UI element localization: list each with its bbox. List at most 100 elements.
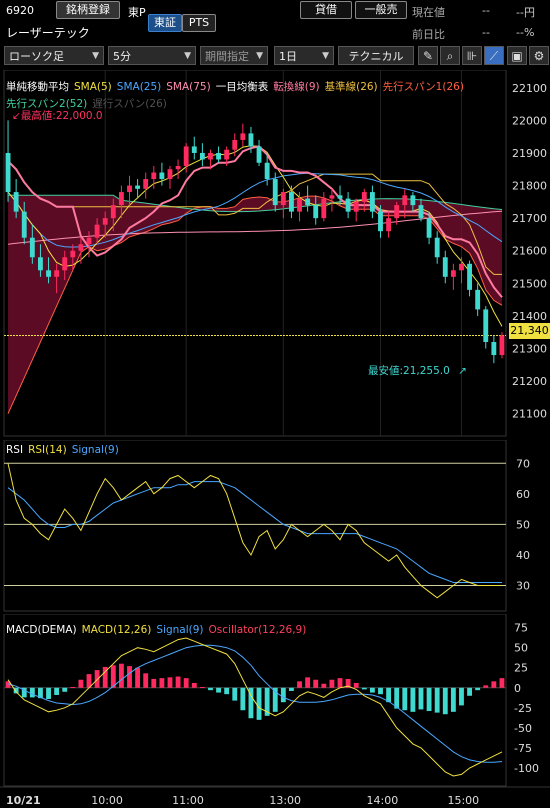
interval-value: 5分 bbox=[113, 50, 131, 63]
chart-style-icon[interactable]: ⟋ bbox=[484, 46, 504, 65]
macd-osc-bar bbox=[499, 678, 505, 688]
candle-body bbox=[13, 192, 19, 212]
current-price-tag: 21,340 bbox=[509, 323, 550, 339]
macd-tick-label: 0 bbox=[514, 682, 521, 695]
rsi-tick-label: 60 bbox=[516, 488, 530, 501]
macd-osc-bar bbox=[102, 666, 108, 688]
legend-sma75: SMA(75) bbox=[166, 81, 211, 93]
candle-body bbox=[450, 270, 456, 277]
rsi-chart[interactable]: 30 40 50 60 70 bbox=[0, 440, 550, 612]
macd-osc-bar bbox=[216, 687, 221, 693]
zoom-icon[interactable]: ⌕ bbox=[440, 46, 460, 65]
candle-body bbox=[62, 257, 68, 271]
candle-body bbox=[369, 192, 375, 212]
macd-osc-bar bbox=[410, 687, 416, 712]
macd-osc-bar bbox=[54, 687, 60, 695]
macd-osc-bar bbox=[264, 687, 270, 716]
y-tick-label: 21400 bbox=[512, 310, 547, 323]
candle-body bbox=[224, 149, 230, 160]
brand-register-button[interactable]: 銘柄登録 bbox=[56, 1, 120, 19]
macd-osc-bar bbox=[248, 687, 254, 719]
settings-icon[interactable]: ⚙ bbox=[529, 46, 549, 65]
macd-osc-bar bbox=[491, 681, 497, 688]
chevron-down-icon: ▼ bbox=[322, 51, 329, 61]
candle-body bbox=[183, 146, 189, 166]
macd-osc-bar bbox=[394, 687, 400, 709]
x-tick-label: 11:00 bbox=[172, 794, 204, 807]
y-tick-label: 21900 bbox=[512, 147, 547, 160]
candle-body bbox=[321, 198, 327, 219]
legend-senkou2: 先行スパン2(52) bbox=[6, 98, 88, 110]
change-label: 前日比 bbox=[412, 28, 445, 41]
candle-body bbox=[264, 162, 270, 180]
macd-chart[interactable]: 75 50 25 0 -25 -50 -75 -100 10/21 10:00 11:00 13:00… bbox=[0, 614, 550, 808]
legend-macd-signal: Signal(9) bbox=[156, 624, 204, 636]
legend-ichimoku: 一目均衡表 bbox=[215, 81, 269, 93]
macd-osc-bar bbox=[329, 679, 335, 688]
tab-pts[interactable]: PTS bbox=[182, 14, 216, 32]
legend-tenkan: 転換線(9) bbox=[273, 81, 320, 93]
macd-osc-bar bbox=[167, 677, 173, 688]
macd-osc-bar bbox=[345, 678, 351, 688]
macd-osc-bar bbox=[483, 685, 489, 688]
candle-body bbox=[21, 211, 27, 238]
macd-osc-bar bbox=[38, 687, 43, 699]
macd-osc-bar bbox=[386, 687, 392, 703]
macd-osc-bar bbox=[70, 686, 76, 688]
candle-body bbox=[232, 139, 238, 150]
low-annotation: 最安値:21,255.0 ↗ bbox=[368, 365, 467, 377]
candle-body bbox=[46, 270, 51, 277]
candle-body bbox=[135, 185, 141, 189]
macd-osc-bar bbox=[175, 676, 181, 688]
tab-tse[interactable]: 東証 bbox=[148, 14, 182, 32]
macd-osc-bar bbox=[224, 687, 230, 695]
candle-body bbox=[127, 185, 132, 193]
macd-tick-label: -75 bbox=[514, 742, 532, 755]
save-icon[interactable]: ▣ bbox=[507, 46, 527, 65]
period-select[interactable]: 期間指定 ▼ bbox=[200, 46, 268, 65]
stock-name: レーザーテック bbox=[6, 26, 90, 40]
technical-button[interactable]: テクニカル bbox=[338, 46, 414, 65]
candle-body bbox=[345, 198, 351, 212]
y-tick-label: 21600 bbox=[512, 245, 547, 258]
legend-sma25: SMA(25) bbox=[116, 81, 162, 93]
general-sell-button[interactable]: 一般売 bbox=[355, 1, 407, 19]
rsi-legend: RSI RSI(14) Signal(9) bbox=[6, 444, 124, 456]
x-tick-label: 14:00 bbox=[367, 794, 399, 807]
macd-osc-bar bbox=[240, 687, 246, 711]
macd-osc-bar bbox=[450, 687, 456, 712]
candle-body bbox=[54, 270, 60, 277]
interval-select[interactable]: 5分 ▼ bbox=[108, 46, 196, 65]
legend-sma-title: 単純移動平均 bbox=[6, 81, 69, 93]
macd-osc-bar bbox=[272, 687, 278, 712]
legend-rsi-signal: Signal(9) bbox=[71, 444, 119, 456]
candle-body bbox=[434, 237, 440, 258]
rsi-line bbox=[7, 463, 502, 599]
current-price-label: 現在値 bbox=[412, 6, 445, 19]
macd-osc-bar bbox=[369, 687, 375, 693]
candle-body bbox=[70, 250, 76, 258]
current-price-unit: --円 bbox=[516, 6, 535, 19]
chevron-down-icon: ▼ bbox=[184, 51, 191, 61]
legend-macd-osc: Oscillator(12,26,9) bbox=[208, 624, 307, 636]
candle-body bbox=[426, 218, 432, 238]
candle-body bbox=[110, 205, 116, 219]
candle-body bbox=[94, 224, 100, 238]
x-tick-label: 13:00 bbox=[269, 794, 301, 807]
macd-osc-bar bbox=[434, 687, 440, 713]
candle-body bbox=[394, 205, 400, 219]
y-tick-label: 21300 bbox=[512, 343, 547, 356]
macd-osc-bar bbox=[199, 686, 205, 688]
lending-button[interactable]: 貸借 bbox=[300, 1, 352, 19]
range-select[interactable]: 1日 ▼ bbox=[274, 46, 334, 65]
pencil-icon[interactable]: ✎ bbox=[418, 46, 438, 65]
macd-line bbox=[7, 637, 503, 777]
compare-icon[interactable]: ⊪ bbox=[462, 46, 482, 65]
candle-body bbox=[118, 192, 124, 206]
rsi-plot-area bbox=[3, 440, 507, 612]
candle-body bbox=[499, 335, 505, 356]
candle-body bbox=[337, 195, 343, 199]
price-chart[interactable]: 21100 21200 21300 21400 21500 21600 21700 21800… bbox=[0, 70, 550, 438]
candle-type-select[interactable]: ローソク足 ▼ bbox=[4, 46, 104, 65]
y-tick-label: 21200 bbox=[512, 375, 547, 388]
